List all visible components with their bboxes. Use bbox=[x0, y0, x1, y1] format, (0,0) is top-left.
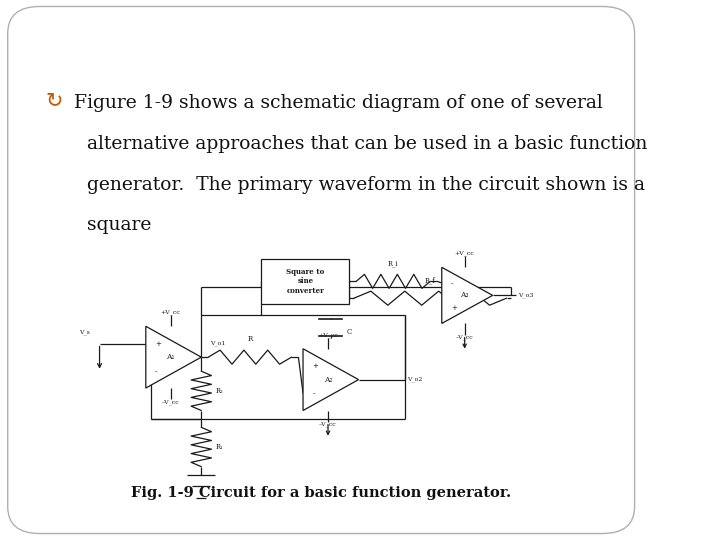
Text: R₂: R₂ bbox=[215, 387, 222, 395]
Polygon shape bbox=[303, 349, 359, 410]
Text: +V_cc: +V_cc bbox=[161, 309, 181, 315]
Text: square: square bbox=[86, 216, 151, 234]
Text: C: C bbox=[347, 328, 352, 336]
Text: V_o2: V_o2 bbox=[407, 377, 423, 382]
Text: +V_cc: +V_cc bbox=[455, 251, 474, 256]
Text: +: + bbox=[451, 305, 457, 310]
Text: +: + bbox=[155, 341, 161, 347]
Text: Fig. 1-9 Circuit for a basic function generator.: Fig. 1-9 Circuit for a basic function ge… bbox=[131, 485, 511, 500]
Text: Square to
sine
converter: Square to sine converter bbox=[287, 268, 325, 294]
Text: +: + bbox=[312, 363, 318, 369]
Text: –V_cc: –V_cc bbox=[319, 422, 337, 427]
Text: Figure 1-9 shows a schematic diagram of one of several: Figure 1-9 shows a schematic diagram of … bbox=[74, 94, 603, 112]
Text: R_f: R_f bbox=[425, 276, 436, 284]
Text: A₁: A₁ bbox=[166, 353, 175, 361]
FancyBboxPatch shape bbox=[8, 6, 634, 534]
Polygon shape bbox=[442, 267, 492, 323]
Text: +V_cc: +V_cc bbox=[318, 332, 338, 338]
Text: R₁: R₁ bbox=[215, 443, 222, 451]
Polygon shape bbox=[146, 326, 202, 388]
Text: V_o1: V_o1 bbox=[210, 340, 226, 346]
Text: A₃: A₃ bbox=[460, 292, 469, 299]
Text: -: - bbox=[451, 280, 454, 286]
Text: generator.  The primary waveform in the circuit shown is a: generator. The primary waveform in the c… bbox=[86, 176, 644, 193]
Text: R: R bbox=[247, 335, 253, 343]
Text: V_s: V_s bbox=[79, 329, 90, 335]
Text: A₂: A₂ bbox=[324, 376, 332, 383]
Text: alternative approaches that can be used in a basic function: alternative approaches that can be used … bbox=[86, 135, 647, 153]
Text: R_i: R_i bbox=[388, 259, 398, 267]
Text: V_o3: V_o3 bbox=[518, 293, 534, 298]
Text: -: - bbox=[155, 368, 158, 374]
Text: -: - bbox=[312, 390, 315, 396]
Bar bbox=[261, 259, 349, 304]
Text: –V_cc: –V_cc bbox=[456, 335, 474, 340]
Text: –V_cc: –V_cc bbox=[162, 399, 180, 405]
Text: ↻: ↻ bbox=[46, 90, 63, 110]
